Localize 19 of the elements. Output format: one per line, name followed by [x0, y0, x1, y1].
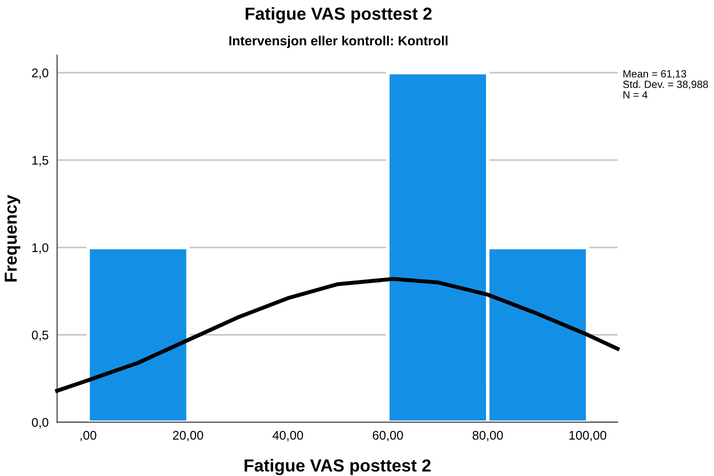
y-axis-title: Frequency	[4, 194, 20, 282]
y-tick-label: 2,0	[32, 68, 48, 79]
line-series	[55, 276, 620, 393]
text: Std. Dev. = 38,988	[623, 80, 708, 90]
y-tick-label: 0,0	[32, 418, 48, 428]
y-tick-label: 1,0	[32, 243, 48, 254]
x-tick-label: ,00	[80, 430, 96, 442]
y-tick-label: 1,5	[32, 156, 48, 166]
chart-subtitle: Intervensjon eller kontroll: Kontroll	[229, 36, 448, 48]
x-tick-label: 100,00	[569, 430, 606, 442]
x-tick-label: 40,00	[272, 430, 304, 442]
x-axis-title: Fatigue VAS posttest 2	[244, 458, 431, 476]
y-tick-label: 0,5	[32, 330, 48, 341]
x-tick-label: 60,00	[372, 430, 403, 442]
x-tick-label: 20,00	[172, 430, 204, 442]
text: N = 4	[623, 91, 648, 98]
x-tick-label: 80,00	[472, 430, 503, 442]
text: Mean = 61,13	[623, 70, 686, 79]
chart-title: Fatigue VAS posttest 2	[246, 7, 432, 24]
